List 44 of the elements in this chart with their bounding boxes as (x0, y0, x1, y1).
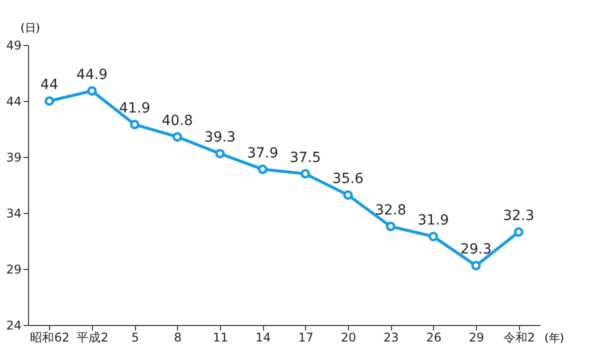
point (428, 232, 438, 242)
x-axis-title: (年) (544, 332, 564, 344)
x-tick-label: 5 (131, 330, 139, 344)
data-label: 35.6 (332, 171, 364, 188)
point (87, 86, 97, 96)
point (215, 148, 225, 158)
x-tick-label: 8 (174, 330, 182, 344)
data-label: 32.3 (503, 208, 534, 224)
x-tick-label: 23 (384, 330, 399, 344)
data-label: 37.5 (290, 150, 321, 166)
point (258, 164, 268, 174)
data-label: 41.9 (119, 100, 150, 117)
x-tick-label: 令和2 (503, 330, 535, 344)
data-label: 37.9 (247, 145, 278, 162)
y-axis-title: (日) (20, 22, 40, 34)
y-tick-label: 34 (6, 206, 22, 220)
point (343, 190, 353, 200)
y-tick-label: 29 (6, 262, 22, 276)
point (514, 227, 524, 237)
y-tick-label: 49 (6, 38, 22, 52)
data-label: 44.9 (76, 66, 108, 83)
x-tick-label: 29 (468, 330, 484, 344)
data-label: 29.3 (460, 242, 492, 258)
x-tick-label: 14 (256, 330, 271, 344)
x-tick-label: 26 (426, 330, 442, 344)
y-tick-label: 44 (6, 94, 22, 108)
point (300, 169, 310, 179)
data-label: 39.3 (204, 130, 236, 146)
point (172, 132, 182, 142)
x-tick-label: 平成2 (76, 330, 108, 344)
data-label: 31.9 (418, 212, 449, 229)
x-tick-label: 17 (298, 330, 314, 344)
data-label: 32.8 (375, 202, 406, 218)
point (386, 222, 396, 232)
x-tick-label: 11 (212, 330, 228, 344)
y-tick-label: 39 (6, 150, 22, 164)
point (130, 120, 140, 130)
point (471, 260, 481, 270)
point (44, 96, 54, 106)
data-label: 40.8 (162, 112, 193, 129)
y-tick-label: 24 (6, 318, 22, 332)
data-label: 44 (40, 77, 58, 93)
x-tick-label: 昭和62 (30, 330, 70, 344)
x-tick-label: 20 (340, 330, 356, 344)
